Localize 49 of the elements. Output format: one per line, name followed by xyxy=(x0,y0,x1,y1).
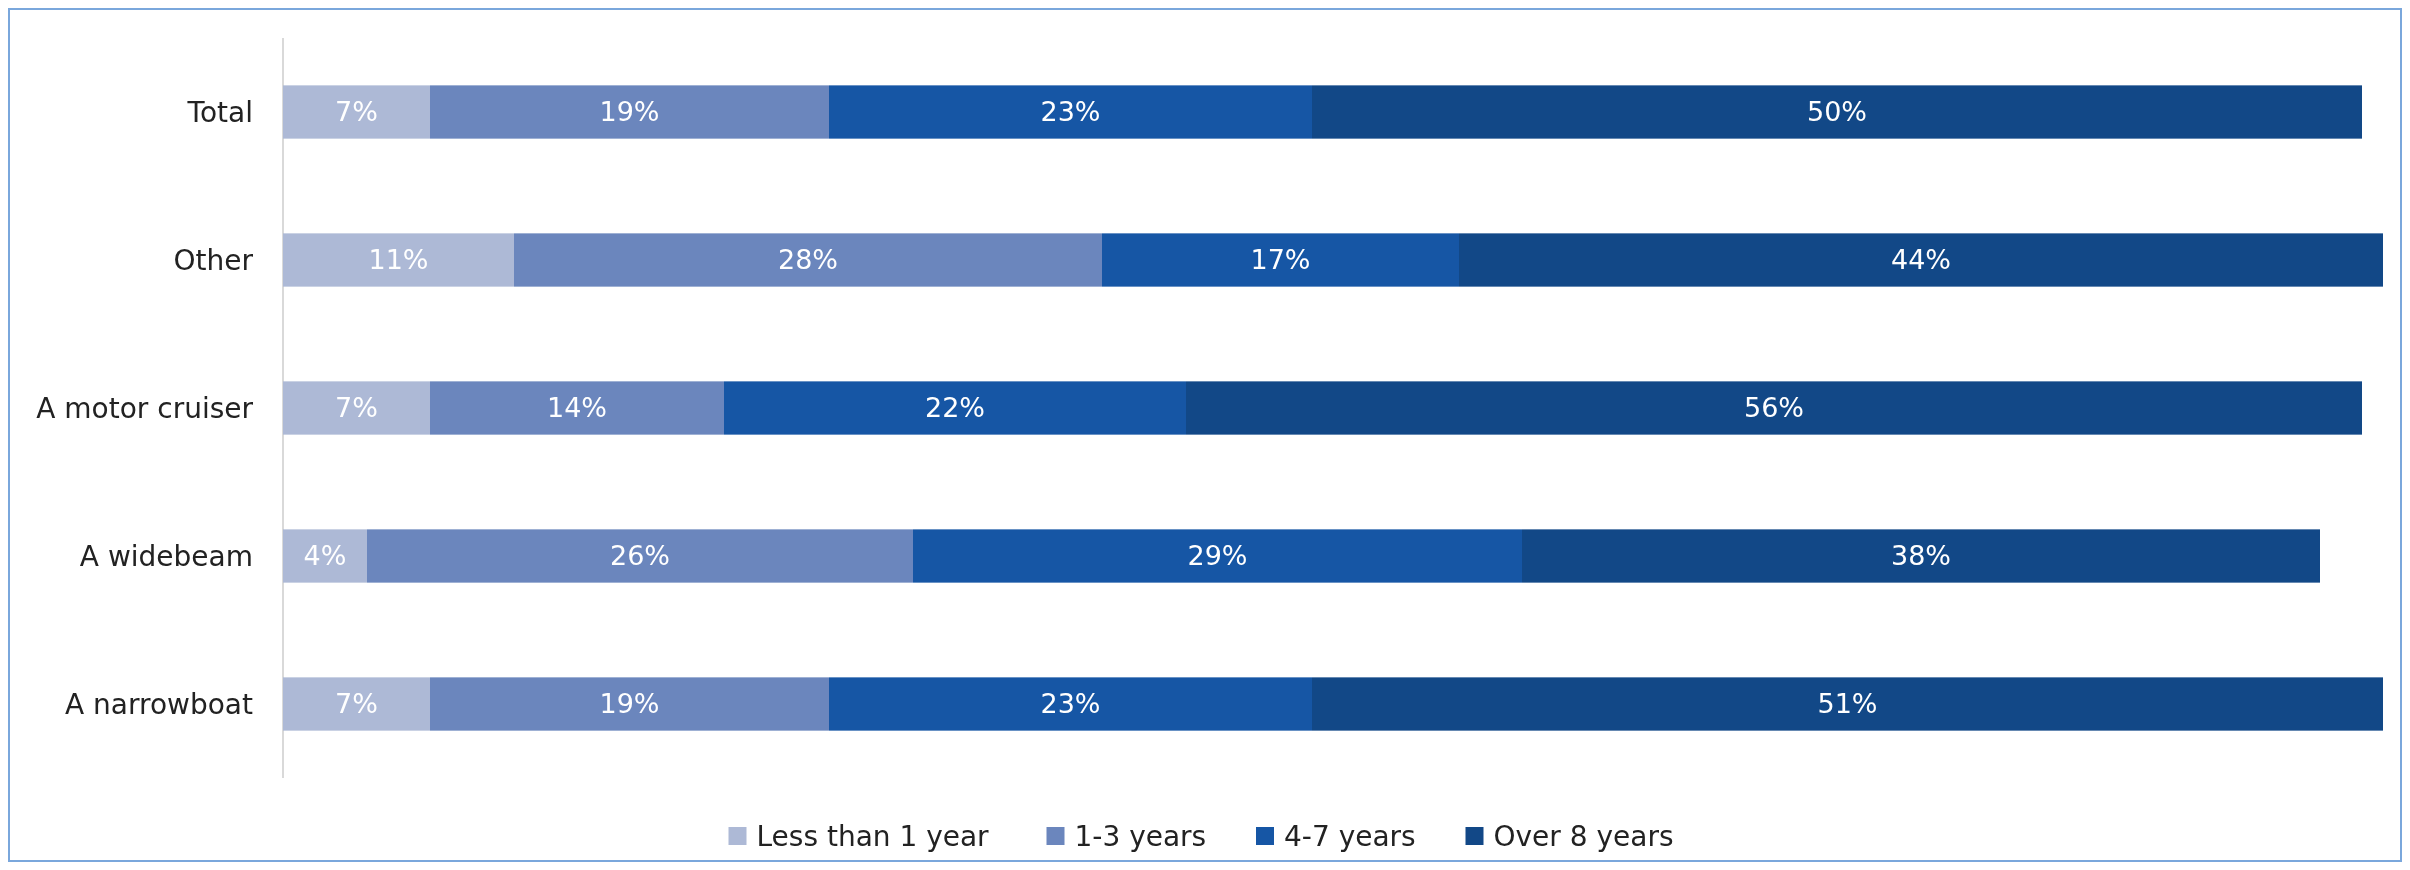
bar xyxy=(1522,529,2320,583)
bar xyxy=(1312,85,2362,139)
bar xyxy=(283,85,430,139)
data-label: 38% xyxy=(1890,540,1952,572)
data-label: 4% xyxy=(303,540,347,572)
legend-label: Over 8 years xyxy=(1493,819,1674,853)
bar xyxy=(829,677,1312,731)
data-label: 28% xyxy=(777,244,839,276)
data-label: 22% xyxy=(924,392,986,424)
y-tick-label: Other xyxy=(173,243,254,277)
data-label: 7% xyxy=(335,392,378,424)
data-label: 44% xyxy=(1890,244,1952,276)
legend-label: 1-3 years xyxy=(1074,819,1207,853)
bar xyxy=(829,85,1312,139)
data-label: 23% xyxy=(1040,688,1101,720)
bar xyxy=(913,529,1522,583)
bar xyxy=(1186,381,2362,435)
data-label: 17% xyxy=(1250,244,1311,276)
legend-label: Less than 1 year xyxy=(756,819,990,853)
y-tick-label: A widebeam xyxy=(79,539,253,573)
y-tick-label: A narrowboat xyxy=(65,687,254,721)
legend-label: 4-7 years xyxy=(1284,819,1416,853)
data-label: 29% xyxy=(1187,540,1248,572)
data-label: 50% xyxy=(1806,96,1868,128)
bar xyxy=(1102,233,1459,287)
bar xyxy=(430,85,829,139)
data-label: 14% xyxy=(546,392,608,424)
data-label: 11% xyxy=(368,244,429,276)
data-label: 7% xyxy=(335,96,378,128)
bar xyxy=(283,381,430,435)
bar xyxy=(430,677,829,731)
data-label: 26% xyxy=(609,540,671,572)
bar xyxy=(283,529,367,583)
data-label: 7% xyxy=(335,688,378,720)
bar xyxy=(430,381,724,435)
data-label: 23% xyxy=(1040,96,1101,128)
bar xyxy=(283,677,430,731)
y-tick-label: Total xyxy=(186,95,253,129)
data-label: 56% xyxy=(1743,392,1805,424)
y-tick-label: A motor cruiser xyxy=(36,391,254,425)
bar xyxy=(724,381,1186,435)
bar xyxy=(1459,233,2383,287)
bar xyxy=(367,529,913,583)
data-label: 19% xyxy=(599,96,660,128)
bar xyxy=(1312,677,2383,731)
data-label: 51% xyxy=(1817,688,1878,720)
data-label: 19% xyxy=(599,688,660,720)
bar xyxy=(283,233,514,287)
bar xyxy=(514,233,1102,287)
